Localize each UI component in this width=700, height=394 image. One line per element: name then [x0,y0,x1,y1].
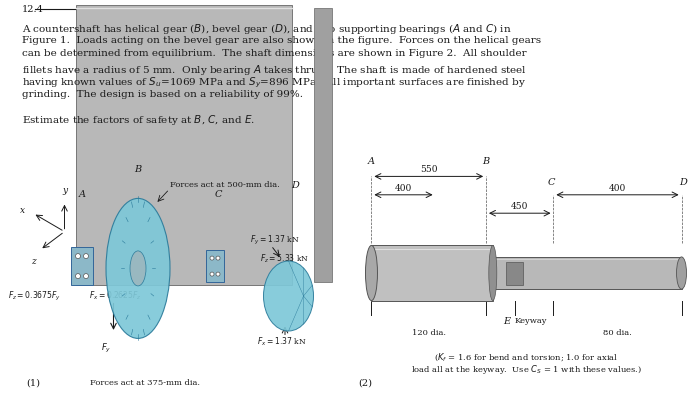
Text: 12.4: 12.4 [22,5,44,14]
Text: A: A [78,190,85,199]
Text: $F_z = 5.33$ kN: $F_z = 5.33$ kN [260,253,309,266]
Text: Forces act at 500-mm dia.: Forces act at 500-mm dia. [169,181,279,189]
Ellipse shape [676,257,687,289]
Text: A countershaft has helical gear ($B$), bevel gear ($D$), and two supporting bear: A countershaft has helical gear ($B$), b… [22,22,512,36]
Text: 400: 400 [609,184,626,193]
Text: Estimate the factors of safety at $B$, $C$, and $E$.: Estimate the factors of safety at $B$, $… [22,113,255,127]
Text: $F_x = 1.37$ kN: $F_x = 1.37$ kN [257,336,307,348]
Text: $F_y$: $F_y$ [102,342,112,355]
Ellipse shape [216,272,220,276]
Ellipse shape [365,245,377,301]
Text: 550: 550 [420,165,438,175]
Ellipse shape [489,245,497,301]
Text: x: x [20,206,25,216]
Ellipse shape [83,273,88,279]
Text: B: B [134,165,141,174]
Text: C: C [215,190,223,199]
Text: E: E [503,317,510,325]
Text: D: D [680,178,687,187]
Text: Keyway: Keyway [514,317,547,325]
Ellipse shape [216,256,220,260]
Text: D: D [292,181,300,190]
Text: A: A [368,157,375,166]
Text: can be determined from equilibrium.  The shaft dimensions are shown in Figure 2.: can be determined from equilibrium. The … [22,49,526,58]
Text: load all at the keyway.  Use $C_S$ = 1 with these values.): load all at the keyway. Use $C_S$ = 1 wi… [411,363,642,376]
Ellipse shape [76,273,80,279]
Text: $F_x = 0.2625F_z$: $F_x = 0.2625F_z$ [89,290,142,302]
Text: Figure 1.  Loads acting on the bevel gear are also shown in the figure.  Forces : Figure 1. Loads acting on the bevel gear… [22,35,541,45]
Ellipse shape [130,251,146,286]
FancyBboxPatch shape [314,8,332,281]
Text: having known values of $S_u$=1069 MPa and $S_y$=896 MPa.  All important surfaces: having known values of $S_u$=1069 MPa an… [22,76,526,90]
Text: 400: 400 [395,184,412,193]
Text: ($K_f$ = 1.6 for bend and torsion; 1.0 for axial: ($K_f$ = 1.6 for bend and torsion; 1.0 f… [434,351,619,363]
Ellipse shape [83,254,88,258]
FancyBboxPatch shape [206,250,224,282]
FancyBboxPatch shape [71,247,93,285]
Text: fillets have a radius of 5 mm.  Only bearing $A$ takes thrust.  The shaft is mad: fillets have a radius of 5 mm. Only bear… [22,63,527,76]
FancyBboxPatch shape [76,5,292,284]
Ellipse shape [263,261,314,331]
Ellipse shape [106,199,170,338]
Ellipse shape [210,272,214,276]
Text: 450: 450 [511,202,528,211]
Text: z: z [31,257,36,266]
Polygon shape [372,245,493,301]
Ellipse shape [210,256,214,260]
Polygon shape [493,257,682,289]
Text: (2): (2) [358,379,372,388]
Text: $F_z = 0.3675F_y$: $F_z = 0.3675F_y$ [8,290,62,303]
FancyBboxPatch shape [506,262,523,284]
Ellipse shape [76,254,80,258]
Text: 80 dia.: 80 dia. [603,329,632,336]
Text: B: B [482,157,489,166]
Text: C: C [547,178,555,187]
Text: (1): (1) [26,379,40,388]
Text: y: y [62,186,67,195]
Text: Forces act at 375-mm dia.: Forces act at 375-mm dia. [90,379,200,387]
Text: 120 dia.: 120 dia. [412,329,446,336]
Text: $F_y = 1.37$ kN: $F_y = 1.37$ kN [250,234,300,247]
Text: grinding.  The design is based on a reliability of 99%.: grinding. The design is based on a relia… [22,89,303,98]
